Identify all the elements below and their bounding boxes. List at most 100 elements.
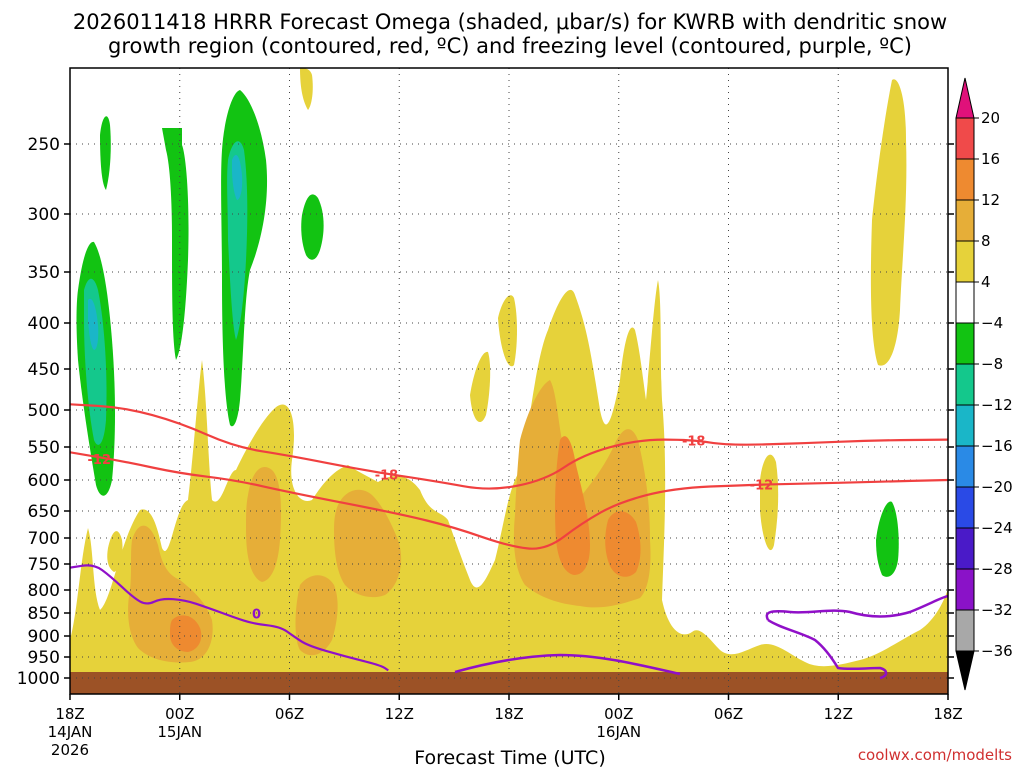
colorbar-segment (955, 158, 975, 201)
x-tick-label: 06Z (275, 705, 304, 723)
omega-yellow-patch-3 (300, 68, 313, 110)
omega-orange-mid-1 (246, 467, 282, 582)
colorbar-label: 16 (981, 150, 1000, 168)
dgz-minus-18-label: -18 (682, 434, 706, 449)
omega-green-6 (876, 501, 899, 577)
freezing-level-a-label: 0 (252, 607, 261, 622)
omega-dark-orange-3 (170, 615, 202, 652)
plot-area: -12 -12 -18 -18 0 (70, 68, 948, 694)
x-tick-label: 18Z (494, 705, 523, 723)
omega-cyan-1 (88, 298, 99, 350)
colorbar-segment (955, 117, 975, 160)
colorbar-segment (955, 568, 975, 611)
x-axis-title: Forecast Time (UTC) (414, 747, 605, 768)
x-tick-date: 16JAN (596, 723, 641, 741)
x-tick-label: 18Z (933, 705, 962, 723)
omega-yellow-patch-2 (498, 295, 517, 367)
y-tick-label: 250 (28, 135, 60, 155)
y-tick-label: 750 (28, 555, 60, 575)
colorbar-segment (955, 240, 975, 283)
colorbar-label: 8 (981, 232, 991, 250)
omega-orange-mid-2 (334, 489, 402, 598)
omega-teal-2 (227, 141, 248, 340)
dgz-minus-18-label: -18 (375, 469, 399, 484)
omega-yellow-patch-4 (760, 454, 779, 551)
colorbar-label: −4 (981, 314, 1003, 332)
freezing-level-c (765, 594, 948, 621)
y-tick-label: 500 (28, 401, 60, 421)
colorbar-segment (955, 486, 975, 529)
colorbar-segment (955, 609, 975, 652)
x-tick-year: 2026 (51, 741, 89, 759)
y-tick-label: 850 (28, 604, 60, 624)
x-tick-date: 14JAN (48, 723, 93, 741)
source-credit: coolwx.com/modelts (858, 746, 1012, 764)
y-tick-label: 300 (28, 205, 60, 225)
omega-yellow-patch-5 (870, 79, 907, 366)
omega-green-5 (301, 194, 324, 260)
chart-title-line2: growth region (contoured, red, ºC) and f… (108, 34, 912, 58)
omega-dark-orange-1 (555, 436, 590, 575)
omega-green-2 (100, 116, 111, 190)
x-tick-label: 12Z (385, 705, 414, 723)
contour-lines: -12 -12 -18 -18 0 (70, 403, 948, 672)
y-tick-label: 800 (28, 581, 60, 601)
y-tick-label: 350 (28, 263, 60, 283)
colorbar-label: −8 (981, 355, 1003, 373)
x-tick-label: 06Z (714, 705, 743, 723)
colorbar-label: −20 (981, 478, 1013, 496)
y-tick-label: 600 (28, 471, 60, 491)
x-tick-date: 15JAN (157, 723, 202, 741)
y-tick-label: 950 (28, 648, 60, 668)
omega-shading-negative (76, 90, 899, 577)
dgz-minus-12-line (70, 451, 948, 550)
colorbar-segment (955, 404, 975, 447)
colorbar-segment (955, 281, 975, 324)
chart-title-line1: 2026011418 HRRR Forecast Omega (shaded, … (73, 10, 947, 34)
colorbar-label: 20 (981, 109, 1000, 127)
colorbar-segment (955, 199, 975, 242)
colorbar-label: −16 (981, 437, 1013, 455)
y-tick-label: 700 (28, 529, 60, 549)
y-tick-label: 450 (28, 360, 60, 380)
omega-yellow-patch-1 (470, 351, 491, 423)
terrain-band (70, 672, 948, 694)
x-tick-label: 12Z (824, 705, 853, 723)
colorbar-bottom-arrow (955, 650, 975, 691)
colorbar-segment (955, 363, 975, 406)
y-tick-label: 650 (28, 502, 60, 522)
freezing-level-a-line (70, 564, 389, 672)
freezing-level-d (767, 618, 888, 680)
freezing-level-b (454, 653, 681, 676)
y-tick-label: 400 (28, 314, 60, 334)
omega-dark-orange-2 (605, 511, 641, 577)
x-tick-label: 18Z (55, 705, 84, 723)
colorbar-segment (955, 527, 975, 570)
colorbar-label: 4 (981, 273, 991, 291)
x-tick-label: 00Z (165, 705, 194, 723)
omega-yellow-patch-6 (107, 531, 123, 572)
omega-cyan-2 (232, 155, 243, 200)
omega-green-3 (162, 128, 189, 360)
colorbar-label: −32 (981, 601, 1013, 619)
dgz-minus-12-label: -12 (88, 453, 112, 468)
y-tick-label: 1000 (17, 669, 60, 689)
x-tick-label: 00Z (604, 705, 633, 723)
colorbar-label: −36 (981, 642, 1013, 660)
colorbar-segment (955, 322, 975, 365)
colorbar-segment (955, 445, 975, 488)
y-tick-label: 550 (28, 438, 60, 458)
colorbar: 20 16 12 8 4 −4 −8 −12 −16 −20 −24 −28 −32 −36 (955, 77, 1013, 691)
dgz-minus-12-label: -12 (750, 478, 774, 493)
colorbar-label: −12 (981, 396, 1013, 414)
colorbar-label: −24 (981, 519, 1013, 537)
dgz-minus-18-line (70, 403, 948, 490)
colorbar-label: 12 (981, 191, 1000, 209)
gridlines (70, 68, 948, 694)
omega-orange-mid-3 (295, 575, 338, 656)
colorbar-label: −28 (981, 560, 1013, 578)
colorbar-top-arrow (955, 77, 975, 119)
y-axis: 250 300 350 400 450 500 550 600 650 700 750 800 850 9… (17, 135, 954, 689)
